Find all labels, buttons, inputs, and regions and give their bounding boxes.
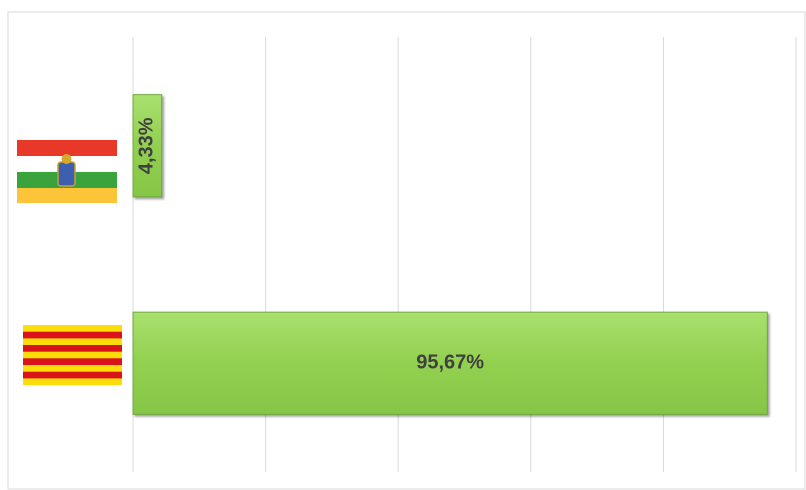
flag-la-rioja — [17, 140, 117, 203]
value-label: 4,33% — [136, 117, 158, 174]
chart-frame — [7, 11, 806, 490]
bar — [132, 311, 768, 415]
flag-catalonia — [23, 325, 122, 385]
bar — [132, 94, 163, 198]
bars: 4,33% 95,67% — [132, 94, 768, 415]
value-label: 95,67% — [416, 352, 484, 374]
